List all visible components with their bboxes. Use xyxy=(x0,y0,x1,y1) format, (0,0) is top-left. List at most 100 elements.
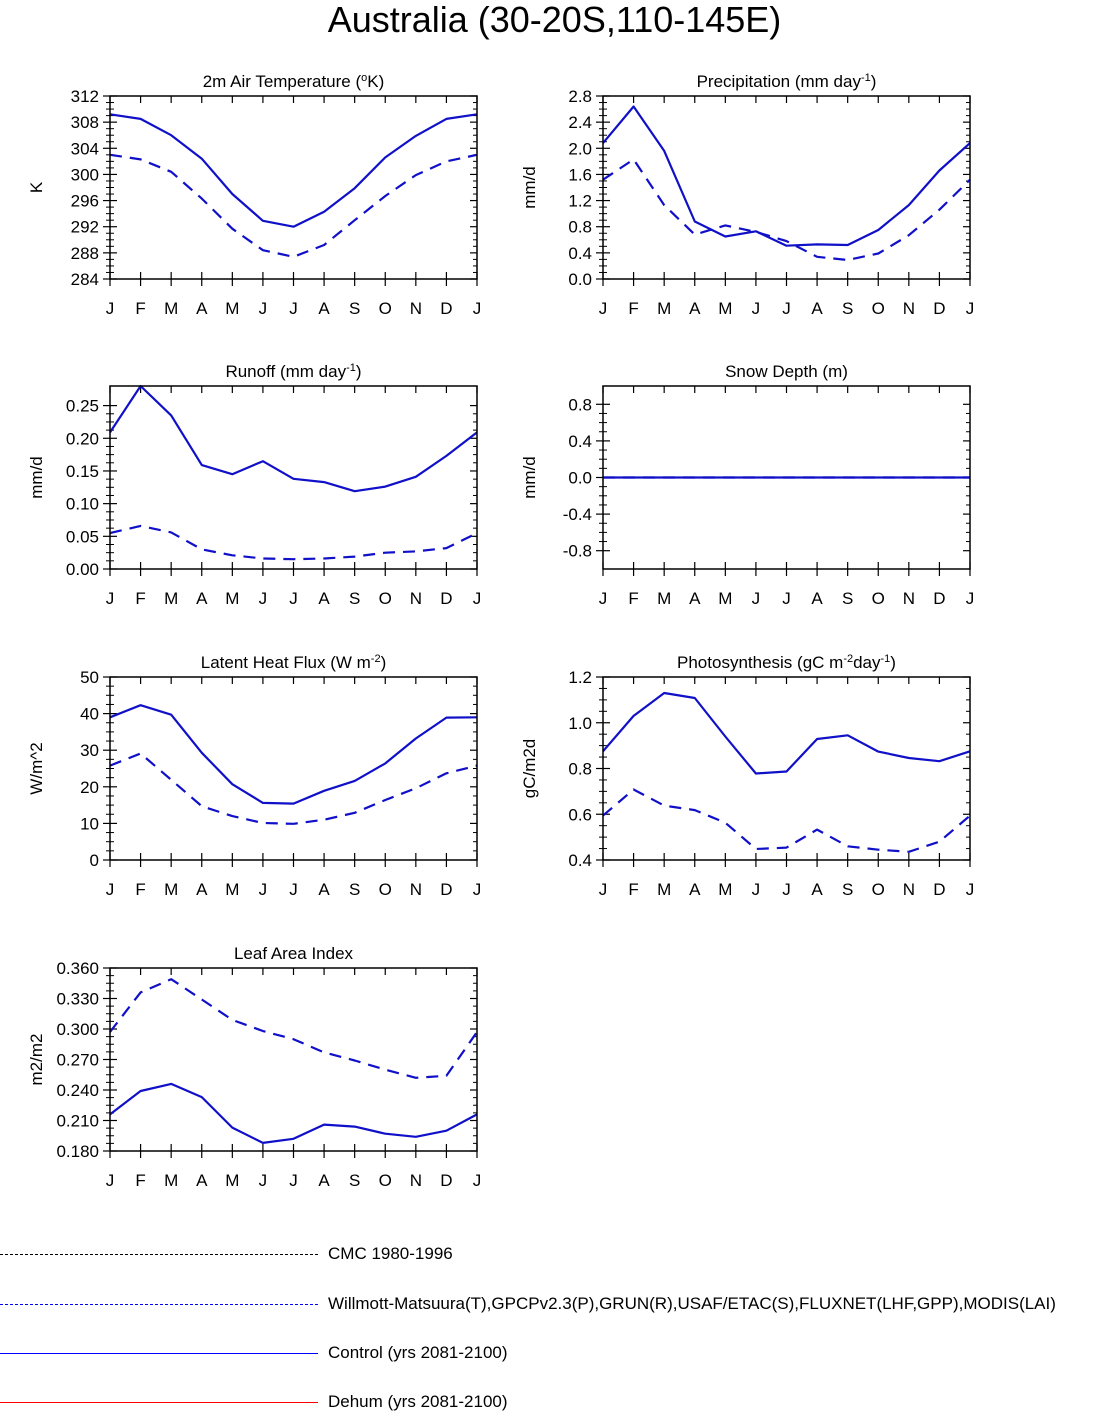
legend-label-observed: Willmott-Matsuura(T),GPCPv2.3(P),GRUN(R)… xyxy=(328,1294,1056,1313)
latent-heat-flux-series-observed-line xyxy=(109,752,478,825)
runoff-xtick-label: A xyxy=(196,589,208,608)
photosynthesis-panel: Photosynthesis (gC m-2day-1) gC/m2d 0.4 0.6… xyxy=(520,653,974,899)
latent-heat-flux-xtick-label: J xyxy=(106,880,115,899)
snow-depth-xtick-label: A xyxy=(811,589,823,608)
precipitation-xtick-label: A xyxy=(689,299,701,318)
precipitation-title: Precipitation (mm day-1) xyxy=(697,72,877,91)
leaf-area-index-xtick-label: M xyxy=(164,1171,178,1190)
runoff-xtick-label: D xyxy=(440,589,452,608)
air-temperature-series-observed-line xyxy=(109,153,478,258)
precipitation-xtick-label: F xyxy=(628,299,638,318)
photosynthesis-xtick-label: M xyxy=(718,880,732,899)
air-temperature-xtick-label: A xyxy=(196,299,208,318)
air-temperature-frame xyxy=(109,95,478,280)
precipitation-ytick-label: 2.0 xyxy=(568,139,592,158)
latent-heat-flux-xtick-label: J xyxy=(259,880,268,899)
precipitation-ytick-label: 1.2 xyxy=(568,192,592,211)
precipitation-xtick-label: M xyxy=(657,299,671,318)
snow-depth-xtick-label: O xyxy=(872,589,885,608)
leaf-area-index-xtick-label: F xyxy=(135,1171,145,1190)
photosynthesis-ylabel: gC/m2d xyxy=(520,739,539,799)
legend-item-dehum: Dehum (yrs 2081-2100) xyxy=(0,1392,1109,1412)
leaf-area-index-title: Leaf Area Index xyxy=(234,944,354,963)
runoff-xtick-label: J xyxy=(259,589,268,608)
precipitation-ytick-label: 0.0 xyxy=(568,270,592,289)
photosynthesis-series-observed-line xyxy=(602,788,971,853)
snow-depth-ytick-label: 0.4 xyxy=(568,432,592,451)
photosynthesis-ytick-label: 0.4 xyxy=(568,851,592,870)
air-temperature-ytick-label: 312 xyxy=(71,87,99,106)
runoff-xtick-label: J xyxy=(289,589,298,608)
photosynthesis-xtick-label: M xyxy=(657,880,671,899)
runoff-ytick-label: 0.05 xyxy=(66,527,99,546)
runoff-frame xyxy=(109,385,478,570)
runoff-ylabel: mm/d xyxy=(27,456,46,499)
page-title: Australia (30-20S,110-145E) xyxy=(327,0,782,40)
leaf-area-index-ytick-label: 0.360 xyxy=(56,959,99,978)
snow-depth-ytick-label: -0.8 xyxy=(563,542,592,561)
precipitation-panel: Precipitation (mm day-1) mm/d 0.0 0.4 0.8 1.2… xyxy=(520,72,974,318)
leaf-area-index-xtick-label: J xyxy=(289,1171,298,1190)
photosynthesis-xtick-label: J xyxy=(782,880,791,899)
runoff-xtick-label: M xyxy=(164,589,178,608)
snow-depth-xtick-label: J xyxy=(782,589,791,608)
air-temperature-xtick-label: A xyxy=(318,299,330,318)
runoff-xtick-label: M xyxy=(225,589,239,608)
photosynthesis-ytick-label: 1.2 xyxy=(568,668,592,687)
chart-grid: 2m Air Temperature (oK)K2842882922963003… xyxy=(27,72,974,1190)
runoff-xtick-label: O xyxy=(379,589,392,608)
runoff-series-control-line xyxy=(109,384,478,493)
leaf-area-index-xtick-label: N xyxy=(410,1171,422,1190)
legend-label-dehum: Dehum (yrs 2081-2100) xyxy=(328,1392,508,1411)
leaf-area-index-xtick-label: J xyxy=(473,1171,482,1190)
legend-label-control: Control (yrs 2081-2100) xyxy=(328,1343,508,1362)
photosynthesis-xtick-label: F xyxy=(628,880,638,899)
snow-depth-xtick-label: A xyxy=(689,589,701,608)
snow-depth-xtick-label: J xyxy=(966,589,975,608)
leaf-area-index-ytick-label: 0.240 xyxy=(56,1081,99,1100)
air-temperature-xtick-label: J xyxy=(289,299,298,318)
photosynthesis-xtick-label: D xyxy=(933,880,945,899)
snow-depth-xtick-label: J xyxy=(752,589,761,608)
photosynthesis-xtick-label: N xyxy=(903,880,915,899)
leaf-area-index-series-observed-line xyxy=(109,978,478,1079)
latent-heat-flux-xtick-label: M xyxy=(164,880,178,899)
snow-depth-title: Snow Depth (m) xyxy=(725,362,848,381)
latent-heat-flux-ytick-label: 30 xyxy=(80,741,99,760)
precipitation-ytick-label: 0.8 xyxy=(568,218,592,237)
legend-label-cmc: CMC 1980-1996 xyxy=(328,1244,453,1263)
precipitation-xtick-label: D xyxy=(933,299,945,318)
snow-depth-xtick-label: J xyxy=(599,589,608,608)
latent-heat-flux-frame xyxy=(109,676,478,861)
latent-heat-flux-xtick-label: J xyxy=(473,880,482,899)
legend-item-control: Control (yrs 2081-2100) xyxy=(0,1343,1109,1363)
snow-depth-ylabel: mm/d xyxy=(520,456,539,499)
leaf-area-index-ylabel: m2/m2 xyxy=(27,1034,46,1086)
legend-item-observed: Willmott-Matsuura(T),GPCPv2.3(P),GRUN(R)… xyxy=(0,1294,1109,1314)
latent-heat-flux-series-control-line xyxy=(109,704,478,805)
latent-heat-flux-title: Latent Heat Flux (W m-2) xyxy=(201,653,387,672)
runoff-ytick-label: 0.10 xyxy=(66,495,99,514)
latent-heat-flux-ytick-label: 0 xyxy=(90,851,99,870)
air-temperature-ytick-label: 300 xyxy=(71,165,99,184)
photosynthesis-xtick-label: A xyxy=(811,880,823,899)
leaf-area-index-ytick-label: 0.300 xyxy=(56,1020,99,1039)
air-temperature-xtick-label: J xyxy=(473,299,482,318)
leaf-area-index-xtick-label: J xyxy=(259,1171,268,1190)
leaf-area-index-series-control-line xyxy=(109,1082,478,1145)
snow-depth-panel: Snow Depth (m)mm/d-0.8-0.40.00.40.8J F M A M… xyxy=(520,362,974,608)
air-temperature-series-control-line xyxy=(109,113,478,228)
latent-heat-flux-ylabel: W/m^2 xyxy=(27,742,46,794)
runoff-xtick-label: J xyxy=(473,589,482,608)
photosynthesis-ytick-label: 1.0 xyxy=(568,714,592,733)
air-temperature-xtick-label: J xyxy=(106,299,115,318)
runoff-xtick-label: S xyxy=(349,589,360,608)
photosynthesis-xtick-label: O xyxy=(872,880,885,899)
runoff-xtick-label: N xyxy=(410,589,422,608)
precipitation-ytick-label: 2.4 xyxy=(568,113,592,132)
air-temperature-panel: 2m Air Temperature (oK) K 284 288 292 296 300 3… xyxy=(27,72,481,318)
legend: CMC 1980-1996 Willmott-Matsuura(T),GPCPv… xyxy=(0,1230,1109,1413)
air-temperature-ytick-label: 288 xyxy=(71,244,99,263)
runoff-series-observed-line xyxy=(109,524,478,561)
precipitation-ytick-label: 2.8 xyxy=(568,87,592,106)
